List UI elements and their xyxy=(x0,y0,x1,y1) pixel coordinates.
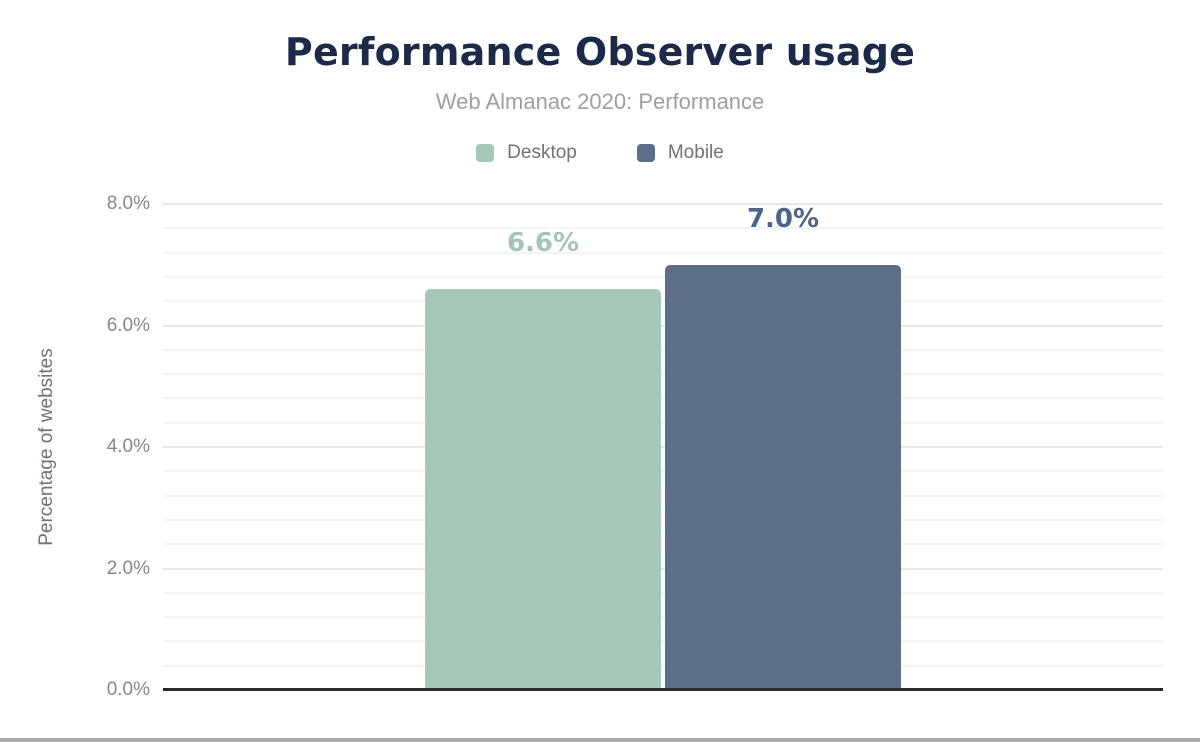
gridline-minor xyxy=(163,470,1163,473)
gridline-minor xyxy=(163,300,1163,303)
y-tick-label: 0.0% xyxy=(106,679,150,700)
legend-label: Mobile xyxy=(667,142,724,163)
gridline-minor xyxy=(163,543,1163,546)
bar-value-label-desktop: 6.6% xyxy=(506,228,580,259)
gridline-minor xyxy=(163,251,1163,254)
legend-item-mobile[interactable]: Mobile xyxy=(636,142,724,164)
legend-swatch-icon xyxy=(476,144,495,162)
plot-area: 6.6% 7.0% xyxy=(163,203,1163,690)
bottom-divider xyxy=(0,738,1200,742)
gridline-minor xyxy=(163,664,1163,667)
gridline-minor xyxy=(163,275,1163,278)
gridline-minor xyxy=(163,348,1163,351)
x-axis-line xyxy=(163,688,1163,691)
gridline-minor xyxy=(163,494,1163,497)
gridline-minor xyxy=(163,518,1163,521)
gridline-minor xyxy=(163,421,1163,424)
bar-value-label-mobile: 7.0% xyxy=(746,203,820,234)
bar-mobile[interactable] xyxy=(665,264,901,690)
gridline-major xyxy=(163,567,1163,570)
legend-item-desktop[interactable]: Desktop xyxy=(476,142,577,164)
y-tick-label: 2.0% xyxy=(106,557,150,579)
chart-title: Performance Observer usage xyxy=(284,30,916,74)
y-tick-label: 6.0% xyxy=(106,314,150,336)
legend-swatch-icon xyxy=(636,144,655,162)
bar-desktop[interactable] xyxy=(425,289,661,690)
legend-label: Desktop xyxy=(507,142,577,163)
gridline-minor xyxy=(163,373,1163,376)
gridline-major xyxy=(163,446,1163,448)
gridline-major xyxy=(163,324,1163,327)
gridline-minor xyxy=(163,640,1163,643)
y-tick-label: 4.0% xyxy=(106,436,150,457)
gridline-major xyxy=(163,203,1163,205)
legend: Desktop Mobile xyxy=(0,142,1200,164)
gridline-minor xyxy=(163,616,1163,619)
y-tick-label: 8.0% xyxy=(106,193,150,214)
gridline-minor xyxy=(163,397,1163,400)
chart-subtitle: Web Almanac 2020: Performance xyxy=(435,89,765,114)
gridline-minor xyxy=(163,591,1163,594)
gridline-minor xyxy=(163,227,1163,230)
